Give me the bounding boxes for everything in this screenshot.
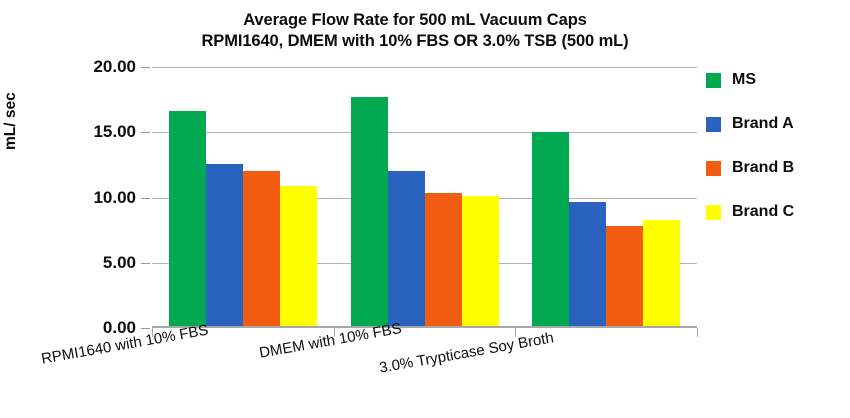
legend-item[interactable]: Brand A — [706, 102, 846, 146]
bar[interactable] — [350, 97, 388, 328]
bar[interactable] — [205, 163, 243, 328]
legend-item[interactable]: Brand C — [706, 190, 846, 234]
category-separator — [697, 328, 698, 337]
legend-item[interactable]: MS — [706, 58, 846, 102]
category-separator — [333, 328, 335, 337]
category-separator — [152, 328, 153, 337]
gridline — [152, 132, 697, 134]
y-tick-mark — [141, 328, 150, 329]
x-tick-label: 3.0% Trypticase Soy Broth — [378, 329, 556, 377]
bar[interactable] — [461, 196, 499, 328]
plot-area — [152, 67, 697, 328]
y-tick-label: 10.00 — [93, 187, 136, 207]
x-axis-line — [152, 326, 697, 328]
bar[interactable] — [242, 171, 280, 328]
bar[interactable] — [532, 132, 570, 328]
y-tick-mark — [141, 132, 150, 134]
chart-subtitle: RPMI1640, DMEM with 10% FBS OR 3.0% TSB … — [201, 32, 629, 50]
legend-swatch-icon — [706, 72, 721, 88]
y-tick-mark — [141, 67, 150, 68]
bar[interactable] — [387, 171, 425, 328]
bar[interactable] — [569, 202, 607, 328]
bar[interactable] — [643, 219, 681, 328]
y-tick-mark — [141, 197, 150, 199]
legend-swatch-icon — [706, 116, 721, 132]
legend-label: Brand A — [732, 115, 794, 132]
y-tick-mark — [141, 262, 150, 264]
y-tick-label: 15.00 — [93, 122, 136, 142]
chart-title: Average Flow Rate for 500 mL Vacuum Caps — [243, 11, 587, 29]
y-tick-label: 20.00 — [93, 57, 136, 76]
legend-label: MS — [732, 71, 756, 88]
chart-title-block: Average Flow Rate for 500 mL Vacuum Caps… — [110, 10, 720, 52]
bar[interactable] — [279, 185, 317, 328]
bar[interactable] — [168, 111, 206, 328]
legend-item[interactable]: Brand B — [706, 146, 846, 190]
legend-swatch-icon — [706, 204, 721, 220]
legend-label: Brand B — [732, 159, 795, 176]
bar[interactable] — [606, 226, 644, 328]
y-tick-label: 0.00 — [102, 318, 136, 337]
bar[interactable] — [424, 192, 462, 328]
legend-swatch-icon — [706, 160, 721, 176]
category-separator — [515, 328, 517, 337]
legend-label: Brand C — [732, 203, 795, 220]
legend: MS Brand A Brand B Brand C — [706, 58, 846, 234]
gridline — [152, 67, 697, 68]
y-tick-label: 5.00 — [102, 252, 136, 272]
y-axis-title: mL/ sec — [2, 92, 19, 150]
